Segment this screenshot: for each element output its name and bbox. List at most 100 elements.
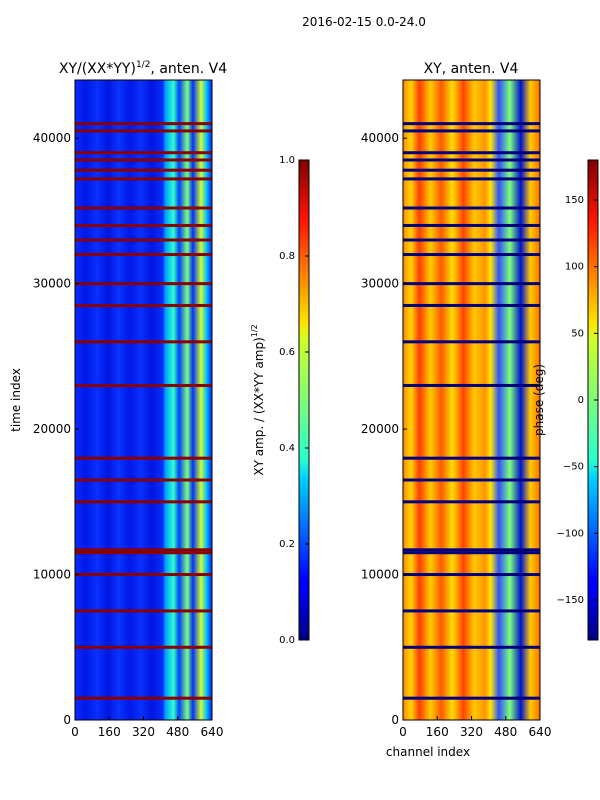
phase-flagged-row (403, 158, 540, 162)
amplitude-flagged-row (75, 303, 212, 307)
amplitude-colorbar-label: XY amp. / (XX*YY amp)1/2 (250, 324, 266, 475)
phase-panel: XY, anten. V4 0 160 320 480 640 0 10000 20000 3… (361, 61, 552, 759)
amplitude-colorbar-tick-label: 1.0 (279, 155, 295, 166)
amplitude-panel: XY/(XX*YY)1/2, anten. V4 0 160 320 480 640 0… (9, 60, 227, 739)
amplitude-x-tick-label: 160 (98, 725, 121, 739)
phase-x-tick-label: 320 (460, 725, 483, 739)
amplitude-flagged-row (75, 151, 212, 155)
amplitude-flagged-row (75, 253, 212, 257)
phase-x-tick-label: 640 (529, 725, 552, 739)
amplitude-flagged-row (75, 478, 212, 482)
phase-x-tick-label: 160 (426, 725, 449, 739)
amplitude-y-tick-label: 20000 (33, 422, 71, 436)
figure-title: 2016-02-15 0.0-24.0 (302, 15, 426, 29)
phase-colorbar-ticks: −150 −100 −50 0 50 100 150 (557, 195, 598, 606)
phase-flagged-rows (403, 122, 540, 700)
amplitude-colorbar-tick-label: 0.8 (279, 251, 295, 262)
amplitude-colorbar-tick-label: 0.2 (279, 539, 295, 550)
amplitude-panel-title: XY/(XX*YY)1/2, anten. V4 (59, 60, 227, 77)
phase-flagged-row (403, 500, 540, 504)
amplitude-flagged-row (75, 238, 212, 242)
amplitude-flagged-row (75, 383, 212, 387)
amplitude-flagged-row (75, 500, 212, 504)
amplitude-flagged-row (75, 551, 212, 555)
phase-heatmap-base (403, 80, 540, 720)
amplitude-y-tick-label: 30000 (33, 277, 71, 291)
amplitude-x-tick-label: 480 (166, 725, 189, 739)
phase-colorbar-tick-label: 100 (565, 262, 584, 273)
phase-colorbar-tick-label: −50 (563, 462, 584, 473)
phase-flagged-row (403, 551, 540, 555)
amplitude-y-tick-label: 40000 (33, 131, 71, 145)
phase-flagged-row (403, 253, 540, 257)
amplitude-flagged-row (75, 456, 212, 460)
amplitude-y-axis-label: time index (9, 368, 23, 432)
amplitude-flagged-row (75, 282, 212, 286)
amplitude-flagged-row (75, 177, 212, 181)
phase-flagged-row (403, 303, 540, 307)
phase-x-tick-label: 0 (399, 725, 407, 739)
phase-colorbar-tick-label: 150 (565, 195, 584, 206)
phase-flagged-row (403, 122, 540, 126)
phase-flagged-row (403, 383, 540, 387)
amplitude-colorbar-ticks: 0.0 0.2 0.4 0.6 0.8 1.0 (279, 155, 309, 646)
phase-y-axis: 0 10000 20000 30000 40000 (361, 131, 407, 727)
phase-colorbar-tick-label: −150 (557, 595, 584, 606)
phase-y-tick-label: 40000 (361, 131, 399, 145)
amplitude-x-tick-label: 0 (71, 725, 79, 739)
amplitude-colorbar-tick-label: 0.0 (279, 635, 295, 646)
amplitude-flagged-row (75, 340, 212, 344)
amplitude-x-tick-label: 320 (132, 725, 155, 739)
amplitude-flagged-row (75, 168, 212, 172)
phase-flagged-row (403, 168, 540, 172)
amplitude-colorbar: 0.0 0.2 0.4 0.6 0.8 1.0 XY amp. / (XX*YY amp)… (250, 155, 310, 646)
phase-flagged-row (403, 456, 540, 460)
amplitude-y-tick-label: 0 (63, 713, 71, 727)
amplitude-flagged-row (75, 548, 212, 552)
amplitude-colorbar-tick-label: 0.6 (279, 347, 295, 358)
phase-colorbar-tick-label: 50 (571, 328, 584, 339)
amplitude-flagged-row (75, 223, 212, 227)
phase-panel-title: XY, anten. V4 (424, 61, 519, 77)
amplitude-colorbar-tick-label: 0.4 (279, 443, 295, 454)
phase-flagged-row (403, 340, 540, 344)
phase-flagged-row (403, 478, 540, 482)
amplitude-flagged-row (75, 129, 212, 133)
phase-flagged-row (403, 238, 540, 242)
amplitude-flagged-row (75, 573, 212, 577)
amplitude-flagged-row (75, 645, 212, 649)
amplitude-y-axis: 0 10000 20000 30000 40000 (33, 131, 79, 727)
phase-flagged-row (403, 548, 540, 552)
amplitude-flagged-row (75, 122, 212, 126)
phase-x-axis-label: channel index (386, 745, 470, 759)
phase-x-tick-label: 480 (494, 725, 517, 739)
phase-flagged-row (403, 609, 540, 613)
amplitude-flagged-row (75, 206, 212, 210)
amplitude-flagged-row (75, 696, 212, 700)
amplitude-y-tick-label: 10000 (33, 568, 71, 582)
amplitude-title-exponent: 1/2 (136, 60, 150, 70)
amplitude-flagged-rows (75, 122, 212, 700)
phase-x-axis: 0 160 320 480 640 (399, 716, 551, 739)
phase-flagged-row (403, 129, 540, 133)
phase-flagged-row (403, 573, 540, 577)
phase-flagged-row (403, 696, 540, 700)
phase-flagged-row (403, 282, 540, 286)
phase-y-tick-label: 0 (391, 713, 399, 727)
phase-colorbar: −150 −100 −50 0 50 100 150 phase (deg) (532, 159, 599, 641)
amplitude-heatmap-base (75, 80, 212, 720)
phase-y-tick-label: 10000 (361, 568, 399, 582)
phase-flagged-row (403, 206, 540, 210)
phase-y-tick-label: 20000 (361, 422, 399, 436)
amplitude-flagged-row (75, 158, 212, 162)
amplitude-flagged-row (75, 609, 212, 613)
phase-flagged-row (403, 645, 540, 649)
phase-colorbar-tick-label: −100 (557, 528, 584, 539)
amplitude-colorbar-gradient (298, 159, 310, 641)
phase-flagged-row (403, 177, 540, 181)
phase-flagged-row (403, 151, 540, 155)
amplitude-x-tick-label: 640 (201, 725, 224, 739)
phase-flagged-row (403, 223, 540, 227)
phase-colorbar-tick-label: 0 (578, 395, 584, 406)
